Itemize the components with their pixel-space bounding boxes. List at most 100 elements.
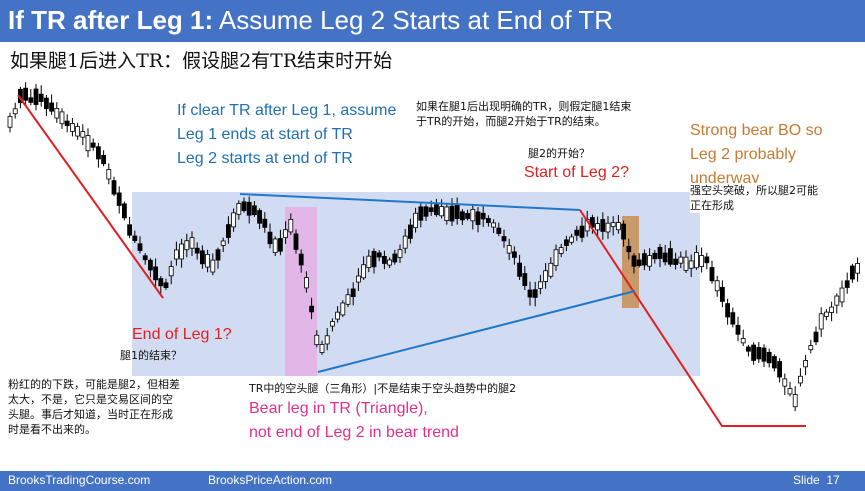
bear-candle <box>225 224 231 238</box>
slide-subtitle-cn: 如果腿1后进入TR：假设腿2有TR结束时开始 <box>10 50 393 72</box>
bull-candle <box>818 313 824 330</box>
slide-number-value: 17 <box>826 473 840 487</box>
bull-candle <box>538 281 543 289</box>
slide-title: If TR after Leg 1: Assume Leg 2 Starts a… <box>8 5 613 36</box>
bear-candle <box>163 282 169 289</box>
bear-candle <box>127 224 132 236</box>
leg2-trend-line <box>579 209 806 427</box>
pink-note-cn-line-4: 时是看不出来的。 <box>8 423 96 436</box>
bull-candle <box>324 335 330 345</box>
bull-candle <box>439 206 445 217</box>
bull-candle <box>75 126 80 137</box>
bull-candle <box>179 243 185 260</box>
strong-bear-cn-line-2: 正在形成 <box>690 199 734 212</box>
bear-candle <box>761 347 767 362</box>
strong-bear-line-2: Leg 2 probably <box>690 146 796 163</box>
bear-candle <box>96 146 101 160</box>
bull-candle <box>173 249 179 260</box>
bear-candle <box>475 211 481 225</box>
bear-candle <box>652 252 658 260</box>
bull-candle <box>610 222 616 228</box>
clear-tr-note-cn: 如果在腿1后出现明确的TR，则假定腿1结束 于TR的开始，而腿2开始于TR的结束… <box>416 99 631 129</box>
bear-candle <box>532 289 538 298</box>
bear-candle <box>631 255 637 267</box>
bear-candle <box>454 204 460 219</box>
bull-candle <box>210 259 216 273</box>
bear-candle <box>465 213 471 219</box>
bull-candle <box>839 287 845 303</box>
clear-tr-cn-line-1: 如果在腿1后出现明确的TR，则假定腿1结束 <box>416 100 632 113</box>
start-leg2-label: Start of Leg 2? <box>524 164 629 181</box>
pink-note-cn-line-1: 粉红的的下跌，可能是腿2，但相差 <box>8 378 180 391</box>
bull-candle <box>397 249 403 258</box>
bear-candle <box>28 97 34 103</box>
bear-candle <box>423 206 429 217</box>
bear-candle <box>720 286 725 302</box>
bear-leg-line-2: not end of Leg 2 in bear trend <box>249 424 459 441</box>
title-bar: If TR after Leg 1: Assume Leg 2 Starts a… <box>0 0 865 42</box>
bull-candle <box>798 375 803 384</box>
bear-candle <box>730 312 736 325</box>
bear-candle <box>277 238 283 252</box>
pink-note-cn-line-3: 头腿。事后才知道，当时正在形成 <box>8 408 173 421</box>
strong-bear-note-cn: 强空头突破，所以腿2可能 正在形成 <box>690 183 818 213</box>
bull-candle <box>699 255 704 267</box>
bear-candle <box>735 324 741 335</box>
bear-candle <box>501 236 507 242</box>
bull-candle <box>80 131 86 138</box>
bull-candle <box>569 236 574 243</box>
bull-candle <box>329 321 335 327</box>
bull-candle <box>616 222 621 231</box>
bear-candle <box>522 273 528 287</box>
bear-candle <box>241 201 247 211</box>
bull-candle <box>829 306 834 313</box>
bull-candle <box>366 255 372 268</box>
clear-tr-note: If clear TR after Leg 1, assume Leg 1 en… <box>177 99 396 171</box>
bull-candle <box>319 344 325 353</box>
bull-candle <box>355 275 361 283</box>
slide-title-bold: If TR after Leg 1: <box>8 5 214 35</box>
bull-candle <box>506 245 512 254</box>
leg1-trend-line <box>17 94 164 299</box>
bull-candle <box>595 223 600 231</box>
bull-candle <box>12 108 18 115</box>
bull-candle <box>189 237 195 249</box>
bear-candle <box>579 225 585 238</box>
bear-candle <box>621 223 626 240</box>
bull-candle <box>402 235 408 249</box>
pink-bear-leg-highlight <box>285 207 317 376</box>
bull-candle <box>678 256 684 264</box>
bear-candle <box>90 142 96 148</box>
bull-candle <box>543 270 548 282</box>
bear-candle <box>371 250 377 268</box>
bull-candle <box>792 394 798 408</box>
strong-bear-line-3: underway <box>690 170 760 187</box>
clear-tr-line-3: Leg 2 starts at end of TR <box>177 150 353 167</box>
bull-candle <box>288 219 294 233</box>
bull-candle <box>361 264 367 279</box>
bear-candle <box>746 346 751 352</box>
triangle-lower-line <box>317 290 636 373</box>
bear-candle <box>215 249 221 261</box>
bear-candle <box>44 97 49 110</box>
bear-candle <box>642 253 647 266</box>
bull-candle <box>782 378 788 387</box>
footer-left-link[interactable]: BrooksTradingCourse.com <box>8 473 151 487</box>
bull-candle <box>7 116 13 128</box>
bull-candle <box>491 222 497 228</box>
bear-candle <box>153 266 159 281</box>
bear-candle <box>709 267 715 282</box>
bear-candle <box>267 231 273 245</box>
bull-candle <box>808 345 814 351</box>
pink-note-cn: 粉红的的下跌，可能是腿2，但相差 太大，不是，它只是交易区间的空 头腿。事后才知… <box>8 377 180 437</box>
bear-candle <box>251 205 257 216</box>
bear-candle <box>428 207 434 213</box>
footer-center-link[interactable]: BrooksPriceAction.com <box>208 473 333 487</box>
bear-candle <box>194 247 200 254</box>
bull-candle <box>688 260 694 269</box>
bull-candle <box>303 277 309 289</box>
bear-candle <box>262 218 268 228</box>
bear-candle <box>662 252 668 263</box>
bear-candle <box>111 180 117 195</box>
bear-candle <box>433 204 439 216</box>
